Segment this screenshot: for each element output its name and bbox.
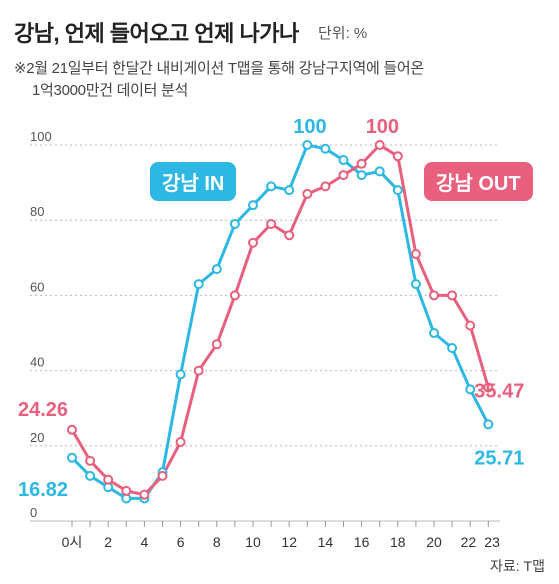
data-labels: 16.82 24.26 100 100 25.71 35.47 [18,116,524,501]
data-point-out [248,237,258,248]
data-point-in [447,343,458,354]
data-point-out [211,339,222,350]
data-label-out: 100 [366,116,399,138]
data-point-out [392,151,403,162]
data-point-in [465,384,476,395]
data-point-out [284,230,295,241]
x-tick-label: 2 [104,534,112,550]
data-point-out [121,485,132,496]
x-tick-label: 12 [281,534,297,550]
data-point-in [211,264,222,275]
series-points [67,140,494,504]
x-tick-label: 22 [461,534,477,550]
x-tick-label: 0시 [62,534,83,550]
x-tick-label: 23 [484,534,500,550]
y-tick-label: 60 [30,279,44,294]
data-point-in [356,170,367,181]
data-point-out [320,181,331,192]
data-label-in: 100 [293,116,326,138]
data-point-out [193,365,204,376]
data-point-out [374,140,385,150]
data-point-out [67,424,77,435]
unit-label: 단위: % [318,25,368,42]
data-point-in [175,369,186,380]
data-label-in: 16.82 [18,479,68,501]
data-point-out [85,455,96,466]
data-point-in [193,279,204,290]
note-line-1: ※2월 21일부터 한달간 내비게이션 T맵을 통해 강남구지역에 들어온 [14,60,424,77]
data-point-out [157,470,168,481]
data-point-out [302,188,313,199]
data-point-out [483,382,494,393]
data-point-in [67,452,77,463]
x-tick-label: 6 [177,534,185,550]
data-point-in [429,328,439,338]
data-point-in [410,279,421,290]
data-point-in [374,166,385,177]
data-point-out [429,290,439,301]
y-tick-labels: 0 20 40 60 80 100 [30,129,52,520]
data-point-in [483,419,494,430]
data-point-out [229,290,240,301]
data-point-in [320,143,331,154]
data-point-in [284,185,295,196]
data-point-out [266,218,277,229]
data-label-in: 25.71 [474,447,524,469]
data-point-in [266,181,277,192]
legend-out: 강남 OUT [424,162,533,201]
x-tick-label: 20 [426,534,442,550]
note-line-2: 1억3000만건 데이터 분석 [32,82,188,99]
data-point-out [139,489,150,500]
x-tick-label: 8 [213,534,221,550]
data-point-in [248,200,258,211]
data-point-out [175,437,186,448]
data-note: ※2월 21일부터 한달간 내비게이션 T맵을 통해 강남구지역에 들어온 1억… [14,58,544,102]
x-tick-label: 16 [354,534,370,550]
data-label-out: 35.47 [474,381,524,403]
grid-lines [30,144,500,522]
data-point-in [302,140,313,150]
data-label-out: 24.26 [18,399,68,421]
x-tick-label: 10 [245,534,261,550]
source-label: 자료: T맵 [490,558,545,574]
chart-title: 강남, 언제 들어오고 언제 나가나 [14,21,299,46]
data-point-out [410,249,421,260]
data-point-out [356,158,367,169]
x-tick-label: 4 [141,534,149,550]
y-tick-label: 20 [30,430,44,445]
y-tick-label: 80 [30,204,44,219]
y-tick-label: 0 [30,505,37,520]
data-point-out [103,474,114,485]
data-point-in [338,155,349,166]
y-tick-label: 100 [30,129,52,144]
x-tick-labels: 0시 2 4 6 8 10 12 14 16 18 20 22 23 [62,521,500,550]
x-tick-label: 18 [390,534,406,550]
data-point-in [229,218,240,229]
y-tick-label: 40 [30,355,44,370]
legend-in: 강남 IN [150,162,237,201]
data-point-in [85,470,96,481]
data-point-out [447,290,458,301]
x-tick-label: 14 [318,534,334,550]
data-point-out [465,320,476,331]
data-point-in [392,185,403,196]
data-point-out [338,170,349,181]
